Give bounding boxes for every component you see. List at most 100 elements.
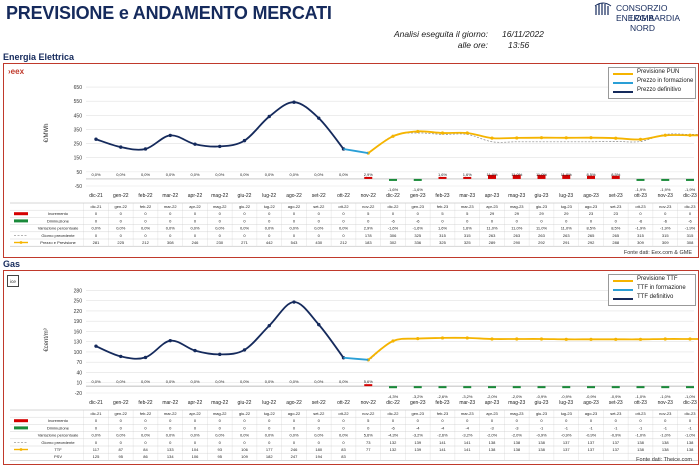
table-cell: 183 — [365, 240, 372, 245]
table-cell: -1 — [564, 425, 568, 430]
table-cell: 288 — [612, 240, 619, 245]
table-cell: -2,0% — [512, 433, 523, 438]
table-header-cell: mag-23 — [510, 411, 524, 416]
table-cell: 138 — [513, 447, 520, 452]
table-cell: 109 — [241, 454, 248, 459]
table-cell: 0 — [144, 218, 147, 223]
table-cell: 5,6% — [364, 433, 374, 438]
table-cell: 0 — [194, 440, 197, 445]
table-row-label: Giorno precedente — [41, 233, 75, 238]
table-cell: 0 — [169, 218, 172, 223]
x-tick-label: nov-23 — [658, 193, 674, 199]
table-cell: 0 — [293, 211, 296, 216]
table-cell: 225 — [117, 240, 124, 245]
table-header-cell: feb-22 — [140, 411, 152, 416]
table-cell: -1,6% — [413, 226, 424, 231]
table-cell: 315 — [662, 233, 669, 238]
table-cell: 0 — [293, 425, 296, 430]
pct-label: -0,9% — [586, 394, 597, 399]
decrease-bar — [562, 386, 571, 389]
table-header-cell: feb-23 — [437, 411, 449, 416]
y-tick-label: 250 — [74, 299, 83, 305]
table-cell: -1 — [639, 425, 643, 430]
table-cell: -1,0% — [685, 433, 696, 438]
table-cell: 0 — [639, 211, 642, 216]
y-tick-label: 100 — [74, 350, 83, 356]
table-header-cell: gen-23 — [412, 411, 425, 416]
table-cell: 0 — [664, 418, 667, 423]
table-header-cell: feb-23 — [437, 204, 449, 209]
definitivo-point — [168, 133, 172, 138]
table-cell: -1 — [614, 425, 618, 430]
x-tick-label: dic-23 — [683, 193, 697, 199]
x-tick-label: giu-23 — [535, 400, 549, 406]
decrease-bar — [636, 178, 645, 181]
table-cell: 0 — [516, 218, 519, 223]
previsione-point — [465, 131, 469, 135]
decrease-bar — [686, 386, 694, 389]
previsione-point — [416, 337, 420, 341]
table-cell: 138 — [687, 440, 694, 445]
x-tick-label: ott-22 — [337, 193, 350, 199]
table-cell: 0 — [318, 233, 321, 238]
table-cell: -0,9% — [611, 433, 622, 438]
table-cell: -1,0% — [635, 433, 646, 438]
energy-source: Fonte dati: Eex.com & GME — [623, 250, 692, 256]
table-row-label: Giorno precedente — [41, 440, 75, 445]
definitivo-point — [267, 323, 271, 328]
previsione-point — [515, 136, 519, 140]
table-cell: 442 — [266, 240, 273, 245]
x-tick-label: dic-21 — [89, 400, 103, 406]
x-tick-label: apr-22 — [188, 400, 203, 406]
pct-label: 1,6% — [438, 172, 448, 177]
increment-bar — [537, 174, 546, 179]
table-cell: 0,0% — [289, 433, 299, 438]
y-axis-label: €/MWh — [44, 123, 50, 142]
table-cell: 0 — [144, 233, 147, 238]
table-cell: 0 — [293, 218, 296, 223]
x-tick-label: mar-23 — [459, 400, 475, 406]
table-cell: 0 — [219, 233, 222, 238]
pct-label: 0,0% — [339, 172, 349, 177]
table-cell: 0 — [342, 440, 345, 445]
table-cell: 178 — [365, 233, 372, 238]
table-cell: 0 — [565, 418, 568, 423]
table-cell: 0 — [169, 425, 172, 430]
y-tick-label: 650 — [74, 85, 83, 91]
table-cell: 0 — [293, 440, 296, 445]
y-tick-label: -50 — [75, 184, 82, 190]
logo-line2: LOMBARDIA NORD — [630, 13, 680, 33]
previsione-point — [589, 337, 593, 341]
table-cell: 0 — [194, 211, 197, 216]
pct-label: 0,0% — [289, 172, 299, 177]
table-cell: 0 — [120, 211, 123, 216]
table-cell: 325 — [414, 233, 421, 238]
series-definitivo — [95, 101, 345, 151]
analysis-date-label: Analisi eseguita il giorno: — [393, 29, 488, 39]
previsione-point — [663, 337, 667, 341]
table-cell: 84 — [143, 447, 148, 452]
decrease-bar — [389, 386, 397, 389]
table-cell: 11,0% — [486, 226, 497, 231]
table-cell: 0 — [219, 211, 222, 216]
table-cell: 0 — [144, 440, 147, 445]
consorzio-logo-icon — [594, 2, 612, 15]
table-cell: -6 — [639, 218, 643, 223]
table-header-cell: ott-22 — [338, 204, 349, 209]
table-cell: 2,9% — [364, 226, 374, 231]
pct-label: -0,9% — [561, 394, 572, 399]
table-cell: 0 — [243, 425, 246, 430]
energy-legend: Previsione PUN Prezzo in formazione Prez… — [608, 67, 696, 99]
table-cell: 11,0% — [561, 226, 572, 231]
table-cell: 0 — [194, 233, 197, 238]
x-tick-label: mag-22 — [211, 400, 228, 406]
table-cell: 0 — [169, 418, 172, 423]
table-cell: -1 — [589, 425, 593, 430]
table-cell: 141 — [439, 447, 446, 452]
table-cell: 0 — [293, 233, 296, 238]
pct-label: 11,0% — [511, 172, 522, 177]
table-cell: 0 — [243, 233, 246, 238]
table-cell: 325 — [464, 240, 471, 245]
table-cell: 543 — [291, 240, 298, 245]
pct-label: -0,9% — [611, 394, 622, 399]
